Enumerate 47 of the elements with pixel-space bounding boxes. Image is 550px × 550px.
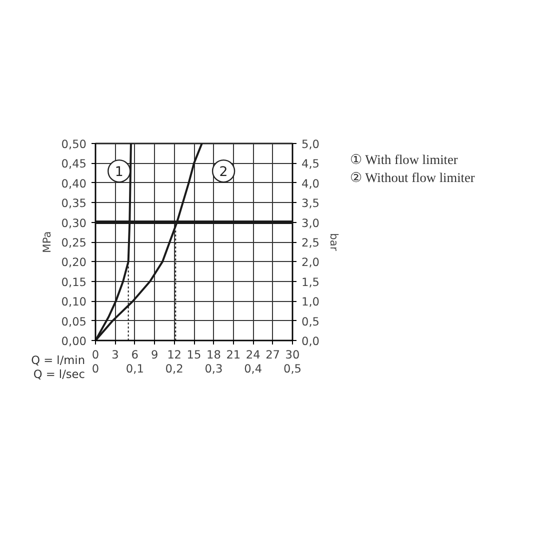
y-tick-label: 0,15 xyxy=(61,274,87,289)
y2-axis-title: bar xyxy=(328,233,341,252)
y2-tick-label: 3,5 xyxy=(302,196,320,210)
x-tick-label: 3 xyxy=(112,348,119,362)
y2-tick-label: 1,0 xyxy=(302,294,320,309)
y2-tick-label: 5,0 xyxy=(302,137,320,151)
y-tick-label: 0,00 xyxy=(61,334,87,348)
y-tick-label: 0,10 xyxy=(61,294,87,309)
x2-tick-label: 0 xyxy=(92,362,100,376)
text: ② Without flow limiter xyxy=(350,170,475,185)
x2-tick-label: 0,5 xyxy=(283,362,302,376)
annotation: 1 xyxy=(114,165,124,180)
x-tick-label: 30 xyxy=(285,348,300,362)
y-tick-label: 0,50 xyxy=(61,137,87,151)
y-tick-label: 0,20 xyxy=(61,255,87,270)
y-tick-label: 0,05 xyxy=(61,314,87,328)
y-axis-title: MPa xyxy=(40,231,54,253)
x2-tick-label: 0,3 xyxy=(204,362,223,376)
x-axis-title: Q = l/min xyxy=(31,353,85,367)
x-tick-label: 15 xyxy=(186,348,202,362)
x-tick-label: 27 xyxy=(266,348,280,362)
y-tick-label: 0,30 xyxy=(61,216,87,230)
y2-tick-label: 1,5 xyxy=(302,274,320,289)
y2-tick-label: 4,0 xyxy=(302,176,320,190)
y-tick-label: 0,45 xyxy=(61,156,87,171)
y2-tick-label: 0,5 xyxy=(302,314,320,328)
x-tick-label: 6 xyxy=(131,348,139,362)
x-tick-label: 24 xyxy=(246,348,260,362)
y-tick-label: 0,25 xyxy=(61,236,87,250)
y2-tick-label: 2,0 xyxy=(302,255,320,270)
x-tick-label: 18 xyxy=(206,348,221,362)
x-tick-label: 9 xyxy=(150,348,158,362)
y2-tick-label: 3,0 xyxy=(302,216,320,230)
text: ① With flow limiter xyxy=(350,152,458,167)
x2-tick-label: 0,4 xyxy=(244,362,262,376)
y2-tick-label: 2,5 xyxy=(302,236,320,250)
x2-axis-title: Q = l/sec xyxy=(33,367,85,381)
x2-tick-label: 0,1 xyxy=(126,362,144,376)
y-tick-label: 0,40 xyxy=(61,176,87,190)
x-tick-label: 0 xyxy=(92,348,100,362)
x-tick-label: 12 xyxy=(167,348,182,362)
y2-tick-label: 0,0 xyxy=(302,334,320,348)
y-tick-label: 0,35 xyxy=(61,196,87,210)
annotation: 2 xyxy=(219,165,228,180)
x2-tick-label: 0,2 xyxy=(165,362,184,376)
y2-tick-label: 4,5 xyxy=(302,156,320,171)
x-tick-label: 21 xyxy=(226,348,241,362)
